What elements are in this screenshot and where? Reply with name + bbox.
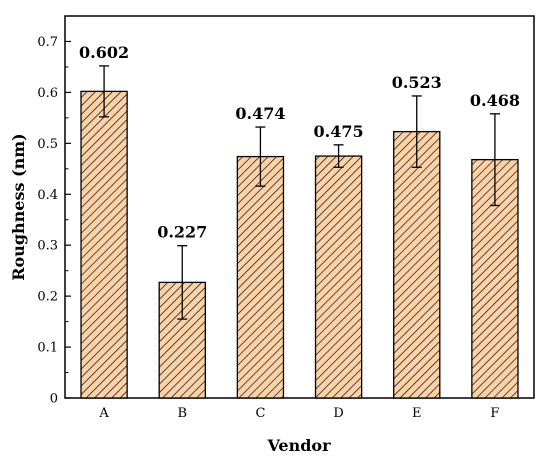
y-tick-label: 0.7 — [37, 35, 58, 50]
x-tick-label: C — [255, 406, 265, 421]
data-label: 0.227 — [157, 223, 207, 242]
data-label: 0.523 — [392, 73, 442, 92]
y-tick-label: 0.1 — [37, 341, 58, 356]
plot-frame — [64, 15, 535, 399]
bar — [314, 155, 363, 399]
data-label: 0.602 — [79, 43, 129, 62]
y-tick-label: 0.2 — [37, 290, 58, 305]
x-tick-label: D — [333, 406, 343, 421]
y-tick-label: 0.5 — [37, 137, 58, 152]
y-tick-label: 0.4 — [37, 188, 58, 203]
error-bars-group — [99, 65, 500, 320]
data-label: 0.475 — [314, 122, 364, 141]
data-label: 0.474 — [235, 104, 285, 123]
y-tick-label: 0.6 — [37, 86, 58, 101]
bar — [236, 155, 285, 399]
data-labels-group: 0.602 0.227 0.474 0.475 0.523 0.468 — [79, 43, 520, 242]
x-tick-label: F — [490, 406, 499, 421]
bar — [393, 130, 441, 399]
bar — [80, 90, 128, 399]
data-label: 0.468 — [470, 91, 520, 110]
x-tick-label: B — [177, 406, 187, 421]
bars-group — [80, 90, 519, 399]
x-axis-title: Vendor — [266, 436, 331, 455]
x-tick-label: A — [98, 406, 109, 421]
x-tick-label: E — [412, 406, 422, 421]
y-tick-label: 0.3 — [37, 239, 58, 254]
y-axis-title: Roughness (nm) — [9, 133, 28, 281]
y-tick-label: 0 — [50, 392, 58, 407]
y-axis: 0 0.1 0.2 0.3 0.4 0.5 0.6 0.7 — [37, 35, 71, 407]
